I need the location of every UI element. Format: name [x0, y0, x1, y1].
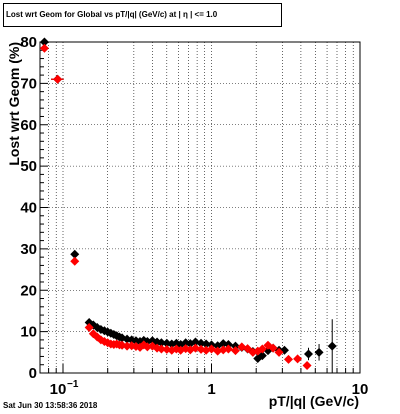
data-point [327, 341, 337, 351]
series-black [39, 37, 337, 373]
y-axis-title: Lost wrt Geom (%) [6, 42, 22, 166]
y-tick-label: 70 [20, 75, 37, 92]
grid-lines [39, 41, 360, 374]
data-point [156, 338, 166, 348]
data-point [243, 344, 253, 354]
chart-title: Lost wrt Geom for Global vs pT/|q| (GeV/… [3, 3, 282, 27]
data-point [304, 349, 314, 359]
data-point [293, 354, 303, 364]
data-point [201, 339, 211, 349]
x-tick-label: 10 [50, 381, 67, 398]
data-point [257, 351, 267, 361]
y-tick-label: 60 [20, 117, 37, 134]
data-point [156, 344, 166, 354]
data-point [230, 341, 240, 351]
data-point [39, 37, 49, 47]
data-point [70, 249, 80, 259]
y-tick-label: 10 [20, 324, 37, 341]
y-tick-label: 30 [20, 241, 37, 258]
y-tick-label: 0 [29, 365, 37, 382]
y-tick-label: 50 [20, 158, 37, 175]
data-point [314, 347, 324, 357]
data-point [39, 43, 49, 53]
x-axis-title: pT/|q| (GeV/c) [269, 393, 359, 409]
data-point [84, 322, 94, 332]
y-tick-label: 20 [20, 282, 37, 299]
x-tick-label: 10 [352, 381, 369, 398]
series-red [39, 43, 312, 371]
data-point [53, 74, 63, 84]
x-tick-label: 1 [207, 381, 215, 398]
data-point [268, 343, 278, 353]
timestamp: Sat Jun 30 13:58:36 2018 [3, 401, 98, 410]
data-point [70, 256, 80, 266]
data-point [274, 347, 284, 357]
data-point [223, 339, 233, 349]
data-series [39, 37, 337, 373]
data-point [230, 346, 240, 356]
data-point [248, 347, 258, 357]
x-tick-exponent: −1 [67, 379, 79, 390]
data-point [223, 344, 233, 354]
data-point [257, 344, 267, 354]
y-tick-label: 80 [20, 34, 37, 51]
y-tick-label: 40 [20, 200, 37, 217]
data-point [302, 361, 312, 371]
data-point [283, 354, 293, 364]
axis-ticks [39, 41, 361, 374]
